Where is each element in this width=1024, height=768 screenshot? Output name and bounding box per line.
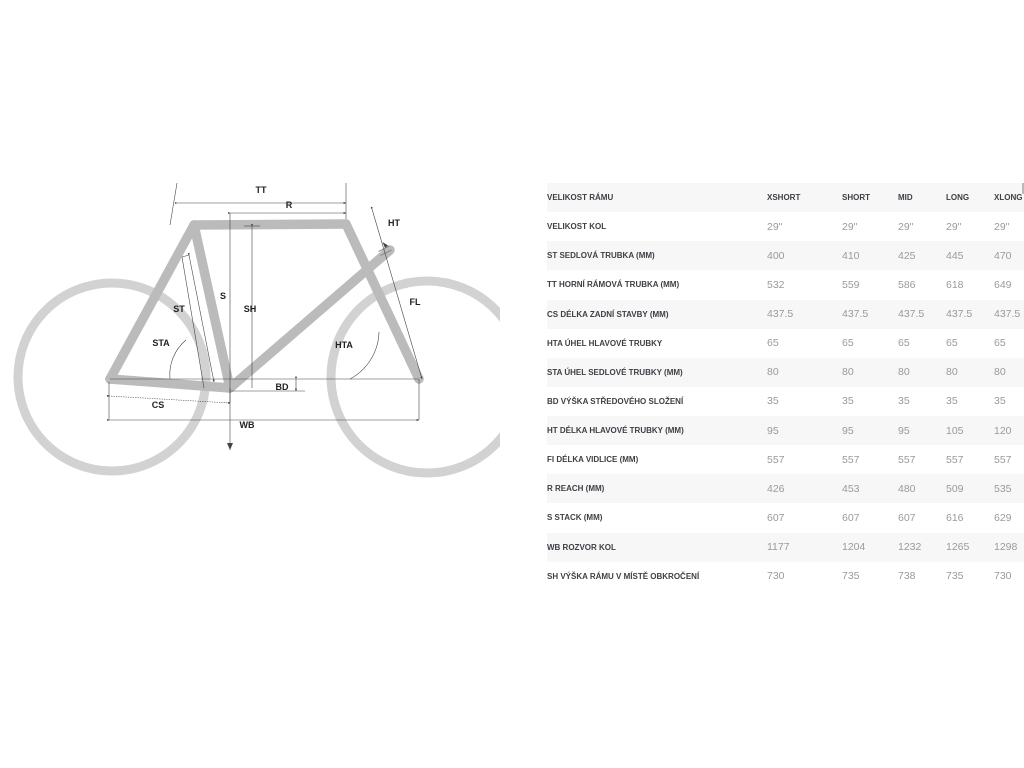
svg-text:FL: FL bbox=[410, 297, 421, 307]
svg-text:S: S bbox=[220, 291, 226, 301]
svg-text:TT: TT bbox=[256, 185, 267, 195]
svg-text:HTA: HTA bbox=[335, 340, 353, 350]
svg-text:HT: HT bbox=[388, 218, 400, 228]
svg-text:R: R bbox=[286, 200, 293, 210]
svg-text:WB: WB bbox=[240, 420, 255, 430]
svg-text:CS: CS bbox=[152, 400, 165, 410]
svg-text:BD: BD bbox=[276, 382, 289, 392]
svg-text:ST: ST bbox=[173, 304, 185, 314]
svg-text:STA: STA bbox=[152, 338, 170, 348]
svg-text:SH: SH bbox=[244, 304, 257, 314]
